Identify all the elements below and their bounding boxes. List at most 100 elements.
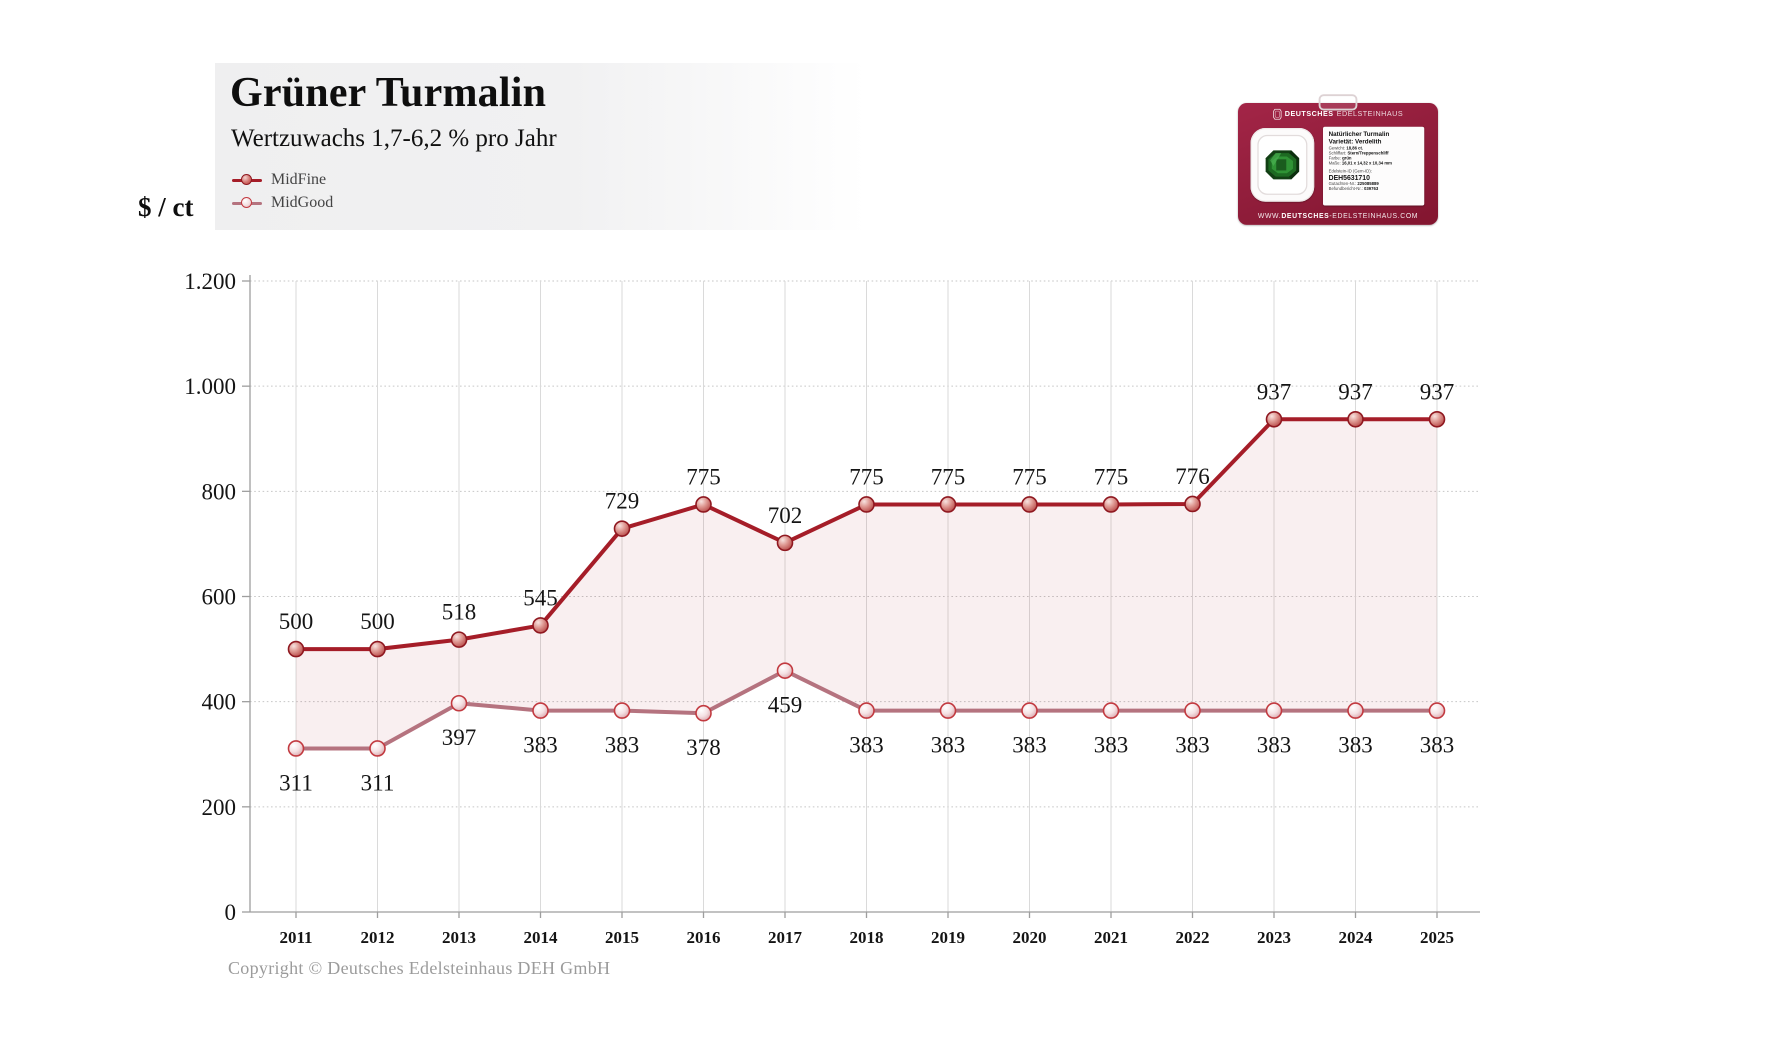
midfine-data-label: 775 [1094, 464, 1129, 489]
website-url: WWW.DEUTSCHES-EDELSTEINHAUS.COM [1238, 212, 1438, 220]
gem-weight: Gewicht: 18,86 ct. [1329, 146, 1419, 151]
midgood-data-label: 378 [686, 735, 721, 760]
gem-blister-frame [1257, 134, 1308, 195]
x-tick-label: 2024 [1339, 928, 1374, 947]
midgood-data-label: 383 [1338, 733, 1373, 758]
page-title: Grüner Turmalin [230, 70, 547, 116]
y-tick-label: 200 [202, 795, 237, 820]
midfine-marker [613, 520, 631, 537]
legend-item-midgood: MidGood [232, 194, 333, 212]
gem-dimensions: Maße: 16,01 x 14,32 x 10,34 mm [1329, 161, 1419, 166]
x-tick-label: 2020 [1013, 928, 1047, 947]
y-tick-label: 600 [202, 585, 237, 610]
midfine-data-label: 776 [1175, 464, 1210, 489]
report-key: Befundbericht-Nr.: [1328, 186, 1363, 192]
weight-key: Gewicht: [1328, 146, 1346, 151]
midgood-marker [1184, 702, 1201, 719]
midgood-marker [450, 694, 468, 712]
midgood-data-label: 311 [361, 770, 395, 795]
midfine-marker [1184, 495, 1201, 513]
midfine-marker [858, 496, 875, 513]
legend-label-midgood: MidGood [271, 194, 334, 211]
midgood-data-label: 383 [523, 733, 558, 758]
midgood-marker [1102, 702, 1120, 719]
midgood-data-label: 383 [931, 733, 966, 758]
x-tick-label: 2023 [1257, 928, 1291, 947]
page-subtitle: Wertzuwachs 1,7-6,2 % pro Jahr [231, 125, 557, 152]
report-number: Befundbericht-Nr.: 039763 [1329, 187, 1419, 192]
weight-value: 18,86 ct. [1346, 146, 1364, 151]
gem-cut: Schliffart: Stern/Treppenschliff [1329, 151, 1419, 156]
dimensions-value: 16,01 x 14,32 x 10,34 mm [1341, 161, 1392, 166]
x-tick-label: 2012 [361, 928, 395, 947]
website-bold: DEUTSCHES [1281, 212, 1330, 220]
midgood-marker [1428, 702, 1446, 719]
x-tick-label: 2016 [687, 928, 721, 947]
midgood-data-label: 383 [1175, 733, 1210, 758]
y-axis-unit-label: $ / ct [138, 192, 194, 222]
midfine-data-label: 775 [686, 464, 721, 489]
midfine-marker [450, 631, 468, 648]
y-tick-label: 1.000 [184, 374, 236, 399]
x-tick-label: 2015 [605, 928, 639, 947]
midgood-data-label: 311 [279, 770, 313, 795]
gemstone-certificate-card: DEUTSCHES EDELSTEINHAUS Natürlicher Turma… [1238, 94, 1438, 225]
midgood-marker [287, 740, 305, 757]
hanger-slot [1318, 94, 1358, 111]
midgood-marker [1021, 702, 1038, 719]
x-tick-label: 2014 [524, 928, 559, 947]
cut-key: Schliffart: [1328, 151, 1347, 156]
y-tick-label: 1.200 [184, 269, 236, 294]
midgood-data-label: 383 [605, 733, 640, 758]
midgood-marker [776, 662, 794, 679]
legend-item-midfine: MidFine [232, 171, 333, 189]
midfine-marker [532, 617, 549, 634]
midfine-data-label: 775 [931, 464, 966, 489]
website-prefix: WWW. [1257, 212, 1282, 220]
midgood-marker [1265, 702, 1283, 719]
dimensions-key: Maße: [1328, 161, 1341, 166]
certificate-key: Gutachten-Nr.: [1328, 181, 1357, 187]
midfine-marker [1428, 410, 1446, 428]
x-tick-label: 2017 [768, 928, 803, 947]
midfine-data-label: 775 [849, 464, 884, 489]
midfine-marker [695, 496, 712, 513]
x-tick-label: 2022 [1176, 928, 1210, 947]
gem-variety: Varietät: Verdelith [1328, 138, 1382, 146]
midgood-data-label: 383 [1094, 733, 1129, 758]
midfine-marker [1265, 410, 1283, 428]
gem-id-value: DEH5631710 [1328, 174, 1370, 182]
x-tick-label: 2011 [279, 928, 312, 947]
midfine-marker [287, 640, 305, 658]
midgood-marker [369, 740, 386, 757]
gem-color: Farbe: grün [1329, 156, 1419, 161]
area-between-series [296, 419, 1437, 749]
midfine-data-label: 545 [523, 585, 558, 610]
certificate-number: Gutachten-Nr.: 225085889 [1329, 182, 1419, 187]
midfine-data-label: 702 [768, 503, 803, 528]
midgood-marker [532, 702, 549, 719]
brand-name-light: EDELSTEINHAUS [1336, 110, 1404, 119]
midgood-data-label: 383 [1257, 733, 1292, 758]
certificate-label: Natürlicher Turmalin Varietät: Verdelith… [1323, 126, 1425, 206]
gem-id-key: Edelstein-ID (Gem-ID): [1328, 169, 1372, 174]
midfine-marker [776, 534, 794, 552]
x-tick-label: 2013 [442, 928, 476, 947]
midfine-data-label: 937 [1338, 379, 1373, 404]
certificate-card-body: DEUTSCHES EDELSTEINHAUS Natürlicher Turma… [1238, 94, 1438, 225]
midgood-marker [1347, 702, 1364, 719]
y-tick-label: 400 [202, 690, 237, 715]
midfine-marker-icon [232, 173, 262, 187]
midgood-marker [858, 702, 875, 719]
midfine-marker [369, 640, 386, 658]
report-value: 039763 [1364, 186, 1379, 192]
x-tick-label: 2021 [1094, 928, 1128, 947]
midgood-marker [695, 704, 712, 722]
gem-outline-icon [1273, 108, 1282, 120]
legend-label-midfine: MidFine [271, 171, 327, 188]
midgood-data-label: 383 [1012, 733, 1047, 758]
copyright-text: Copyright © Deutsches Edelsteinhaus DEH … [228, 958, 611, 978]
midgood-data-label: 383 [849, 733, 884, 758]
